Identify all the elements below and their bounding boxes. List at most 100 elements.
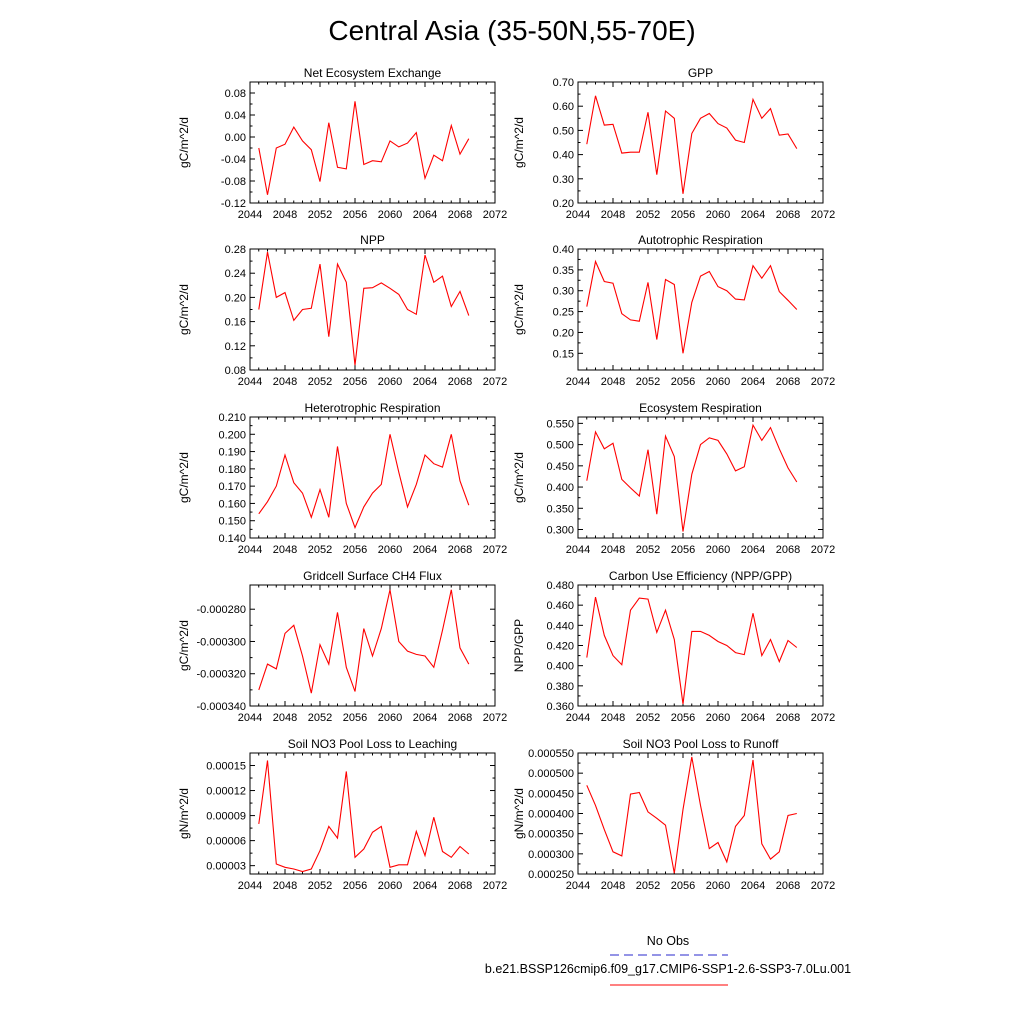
x-tick-label: 2060 bbox=[706, 376, 730, 388]
y-axis-label: NPP/GPP bbox=[512, 619, 526, 672]
x-tick-label: 2056 bbox=[343, 712, 367, 724]
x-tick-label: 2060 bbox=[378, 209, 402, 221]
y-tick-label: 0.30 bbox=[553, 174, 574, 186]
y-tick-label: 0.200 bbox=[218, 429, 246, 441]
x-tick-label: 2044 bbox=[238, 376, 262, 388]
legend: No Obs b.e21.BSSP126cmip6.f09_g17.CMIP6-S… bbox=[485, 934, 851, 986]
x-tick-label: 2072 bbox=[811, 376, 835, 388]
panel-title: Autotrophic Respiration bbox=[638, 233, 763, 247]
x-tick-label: 2052 bbox=[308, 209, 332, 221]
x-tick-label: 2072 bbox=[483, 880, 507, 892]
x-tick-label: 2052 bbox=[636, 712, 660, 724]
x-tick-label: 2052 bbox=[308, 880, 332, 892]
series-line bbox=[586, 596, 798, 705]
y-axis-label: gN/m^2/d bbox=[512, 788, 526, 839]
y-tick-label: 0.480 bbox=[546, 580, 574, 592]
x-tick-label: 2072 bbox=[483, 376, 507, 388]
panel-title: Soil NO3 Pool Loss to Runoff bbox=[623, 737, 780, 751]
legend-label: b.e21.BSSP126cmip6.f09_g17.CMIP6-SSP1-2.… bbox=[485, 962, 851, 976]
x-tick-label: 2068 bbox=[776, 209, 800, 221]
x-tick-label: 2064 bbox=[741, 209, 765, 221]
y-tick-label: 0.24 bbox=[225, 268, 246, 280]
series-line bbox=[586, 95, 798, 194]
x-tick-label: 2056 bbox=[671, 880, 695, 892]
y-tick-label: 0.00015 bbox=[206, 761, 246, 773]
y-tick-label: 0.00012 bbox=[206, 786, 246, 798]
panel-title: Soil NO3 Pool Loss to Leaching bbox=[288, 737, 457, 751]
y-tick-label: 0.00006 bbox=[206, 836, 246, 848]
x-tick-label: 2060 bbox=[378, 376, 402, 388]
panel-title: GPP bbox=[688, 66, 713, 80]
y-tick-label: 0.25 bbox=[553, 307, 574, 319]
x-tick-label: 2052 bbox=[636, 880, 660, 892]
x-tick-label: 2044 bbox=[566, 880, 590, 892]
y-tick-label: 0.20 bbox=[225, 292, 246, 304]
y-tick-label: 0.460 bbox=[546, 600, 574, 612]
y-tick-label: 0.00003 bbox=[206, 861, 246, 873]
x-tick-label: 2044 bbox=[566, 544, 590, 556]
x-tick-label: 2064 bbox=[741, 376, 765, 388]
x-tick-label: 2072 bbox=[811, 544, 835, 556]
panel-1: Net Ecosystem Exchange 2044 2048 2052 2056 20… bbox=[177, 66, 507, 221]
plot-frame bbox=[249, 248, 496, 371]
x-tick-label: 2060 bbox=[378, 712, 402, 724]
panel-title: Gridcell Surface CH4 Flux bbox=[303, 569, 442, 583]
series-line bbox=[258, 251, 470, 366]
x-tick-label: 2056 bbox=[343, 209, 367, 221]
y-tick-label: 0.08 bbox=[225, 365, 246, 377]
y-tick-label: 0.40 bbox=[553, 150, 574, 162]
x-tick-label: 2044 bbox=[566, 209, 590, 221]
series-line bbox=[258, 589, 470, 694]
x-tick-label: 2048 bbox=[273, 712, 297, 724]
x-tick-label: 2052 bbox=[308, 544, 332, 556]
y-tick-label: 0.08 bbox=[225, 88, 246, 100]
x-tick-label: 2060 bbox=[706, 712, 730, 724]
x-tick-label: 2064 bbox=[413, 209, 437, 221]
figure-title: Central Asia (35-50N,55-70E) bbox=[328, 15, 695, 46]
y-tick-label: 0.04 bbox=[225, 110, 246, 122]
x-tick-label: 2060 bbox=[706, 209, 730, 221]
x-tick-label: 2048 bbox=[273, 209, 297, 221]
x-tick-label: 2056 bbox=[343, 880, 367, 892]
y-tick-label: 0.170 bbox=[218, 481, 246, 493]
panel-title: Net Ecosystem Exchange bbox=[304, 66, 442, 80]
x-tick-label: 2068 bbox=[776, 376, 800, 388]
y-tick-label: 0.12 bbox=[225, 341, 246, 353]
panel-6: Ecosystem Respiration 2044 2048 2052 2056 206… bbox=[512, 401, 835, 556]
plot-frame bbox=[577, 248, 824, 371]
panel-title: Carbon Use Efficiency (NPP/GPP) bbox=[609, 569, 792, 583]
y-axis-label: gC/m^2/d bbox=[512, 117, 526, 168]
x-tick-label: 2060 bbox=[378, 880, 402, 892]
y-tick-label: 0.000550 bbox=[528, 748, 574, 760]
y-tick-label: 0.420 bbox=[546, 641, 574, 653]
y-tick-label: -0.000320 bbox=[196, 669, 246, 681]
x-tick-label: 2064 bbox=[413, 376, 437, 388]
x-tick-label: 2060 bbox=[378, 544, 402, 556]
x-tick-label: 2044 bbox=[566, 376, 590, 388]
plot-frame bbox=[577, 81, 824, 204]
y-axis-label: gC/m^2/d bbox=[512, 284, 526, 335]
panel-8: Carbon Use Efficiency (NPP/GPP) 2044 2048 2… bbox=[512, 569, 835, 724]
x-tick-label: 2048 bbox=[601, 544, 625, 556]
y-tick-label: 0.150 bbox=[218, 516, 246, 528]
panel-10: Soil NO3 Pool Loss to Runoff 2044 2048 2052… bbox=[512, 737, 835, 892]
plot-frame bbox=[249, 584, 496, 707]
y-tick-label: 0.380 bbox=[546, 681, 574, 693]
y-tick-label: 0.440 bbox=[546, 620, 574, 632]
y-tick-label: 0.190 bbox=[218, 447, 246, 459]
y-axis-label: gC/m^2/d bbox=[177, 117, 191, 168]
x-tick-label: 2060 bbox=[706, 880, 730, 892]
y-tick-label: 0.000400 bbox=[528, 809, 574, 821]
x-tick-label: 2064 bbox=[413, 712, 437, 724]
y-tick-label: 0.16 bbox=[225, 317, 246, 329]
series-line bbox=[586, 756, 797, 874]
panel-title: Ecosystem Respiration bbox=[639, 401, 762, 415]
x-tick-label: 2052 bbox=[636, 209, 660, 221]
x-tick-label: 2068 bbox=[776, 544, 800, 556]
x-tick-label: 2048 bbox=[273, 376, 297, 388]
panel-9: Soil NO3 Pool Loss to Leaching 2044 2048 20… bbox=[177, 737, 507, 892]
y-tick-label: 0.00 bbox=[225, 132, 246, 144]
plot-frame bbox=[249, 416, 496, 539]
y-tick-label: 0.28 bbox=[225, 244, 246, 256]
x-tick-label: 2048 bbox=[601, 712, 625, 724]
